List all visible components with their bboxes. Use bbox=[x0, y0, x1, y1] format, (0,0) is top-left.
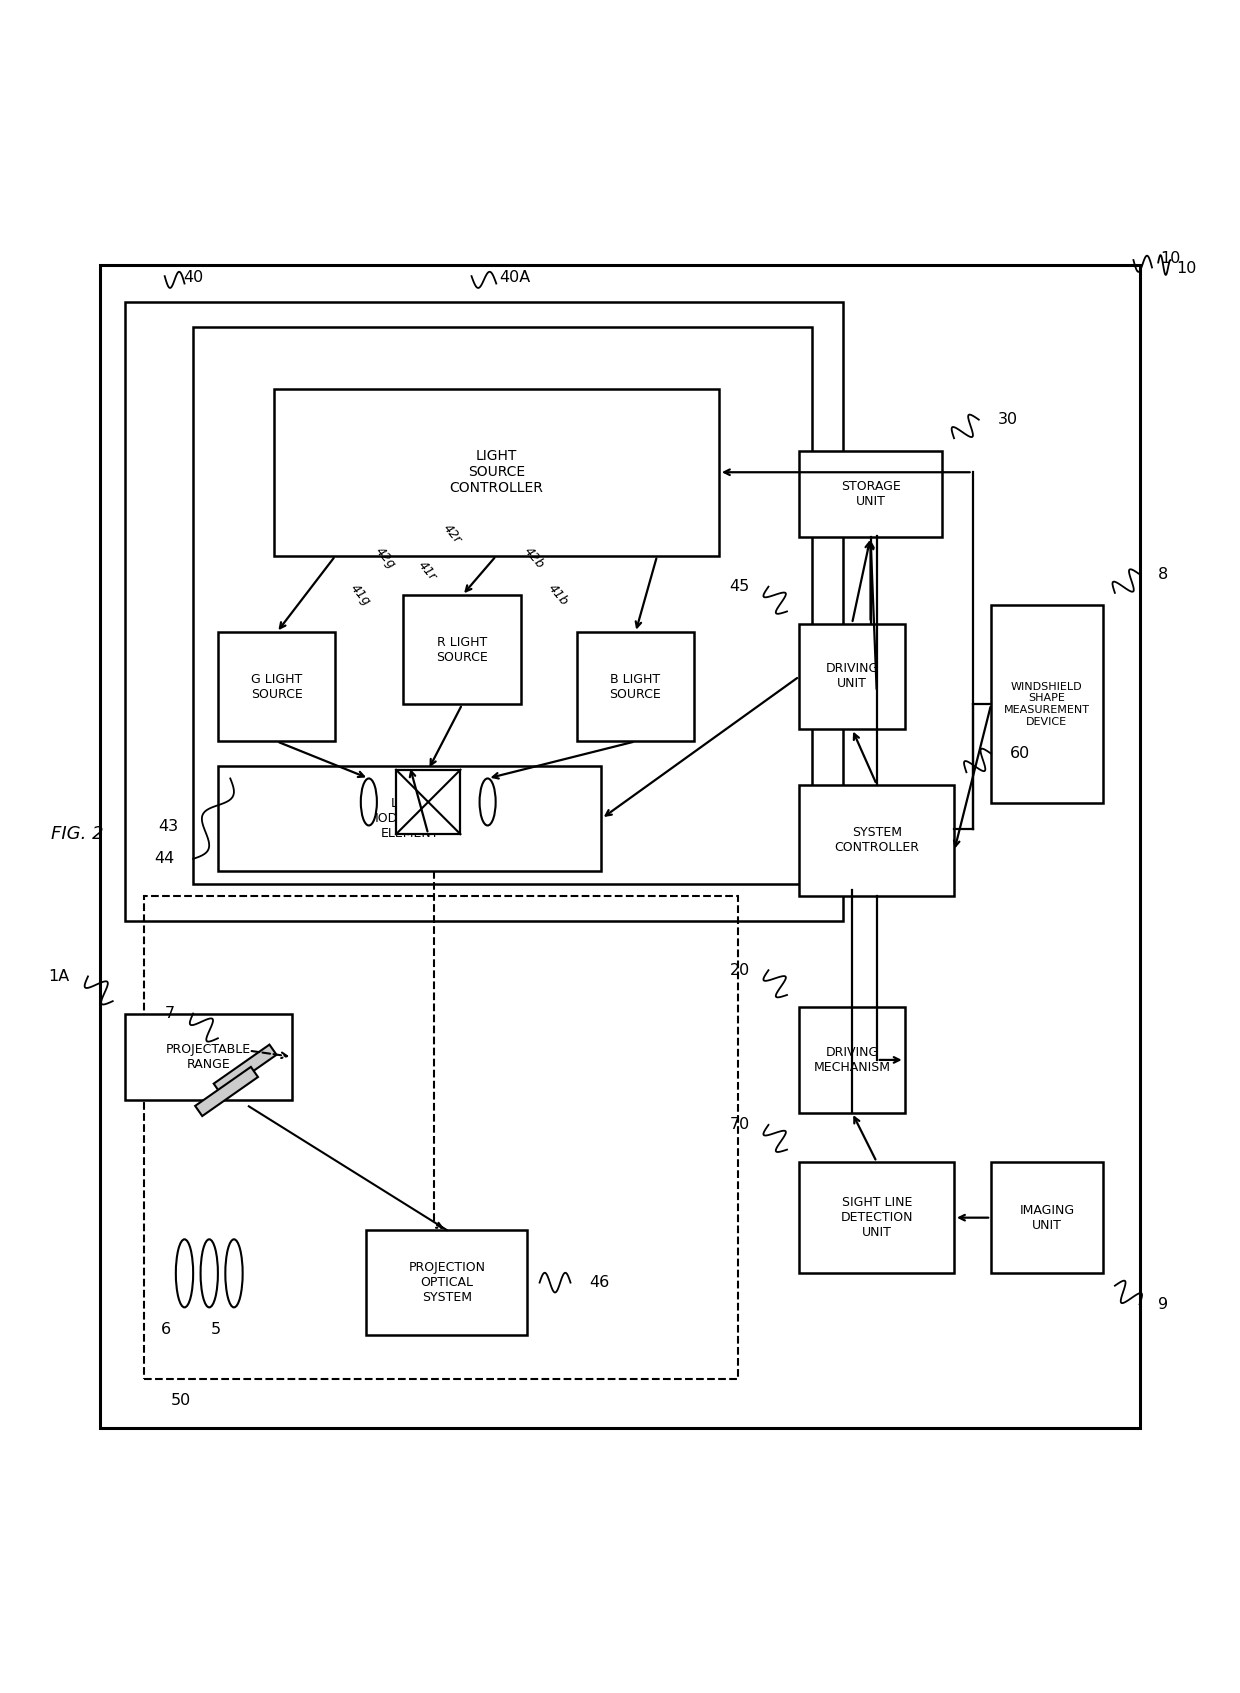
Bar bbox=[218, 765, 601, 872]
Bar bbox=[144, 896, 738, 1378]
Bar bbox=[991, 1161, 1102, 1273]
Text: 30: 30 bbox=[997, 411, 1018, 427]
Text: 41g: 41g bbox=[347, 582, 373, 609]
Bar bbox=[800, 1007, 904, 1112]
Text: 5: 5 bbox=[211, 1322, 221, 1337]
Polygon shape bbox=[213, 1045, 277, 1094]
Text: 7: 7 bbox=[165, 1006, 175, 1021]
Ellipse shape bbox=[480, 779, 496, 826]
Text: 50: 50 bbox=[171, 1393, 191, 1409]
Bar bbox=[991, 604, 1102, 802]
Text: 1A: 1A bbox=[48, 968, 69, 984]
Bar bbox=[366, 1231, 527, 1336]
Text: PROJECTION
OPTICAL
SYSTEM: PROJECTION OPTICAL SYSTEM bbox=[408, 1261, 485, 1304]
Text: 44: 44 bbox=[154, 852, 175, 867]
Bar bbox=[125, 301, 843, 921]
Ellipse shape bbox=[201, 1239, 218, 1307]
Text: LIGHT
MODULATION
ELEMENT: LIGHT MODULATION ELEMENT bbox=[367, 797, 453, 840]
Bar bbox=[100, 266, 1140, 1427]
Text: 60: 60 bbox=[1009, 747, 1030, 762]
Text: 46: 46 bbox=[589, 1275, 609, 1290]
Ellipse shape bbox=[226, 1239, 243, 1307]
Text: 42r: 42r bbox=[440, 521, 464, 545]
Text: STORAGE
UNIT: STORAGE UNIT bbox=[841, 479, 900, 508]
Text: 40A: 40A bbox=[500, 269, 531, 284]
Bar bbox=[125, 1014, 293, 1100]
Text: 41r: 41r bbox=[415, 559, 439, 582]
Bar bbox=[800, 1161, 954, 1273]
Text: 8: 8 bbox=[1158, 567, 1168, 582]
Text: 10: 10 bbox=[1161, 251, 1180, 266]
Text: 45: 45 bbox=[729, 579, 750, 594]
Text: DRIVING
UNIT: DRIVING UNIT bbox=[826, 662, 879, 691]
Text: G LIGHT
SOURCE: G LIGHT SOURCE bbox=[250, 672, 303, 701]
Text: 41b: 41b bbox=[546, 582, 572, 609]
Text: 40: 40 bbox=[184, 269, 203, 284]
Text: 42g: 42g bbox=[372, 545, 398, 572]
Text: LIGHT
SOURCE
CONTROLLER: LIGHT SOURCE CONTROLLER bbox=[449, 449, 543, 496]
Text: 43: 43 bbox=[159, 819, 179, 835]
Bar bbox=[274, 389, 719, 555]
Text: 70: 70 bbox=[729, 1117, 750, 1133]
Bar bbox=[218, 633, 336, 742]
Text: SYSTEM
CONTROLLER: SYSTEM CONTROLLER bbox=[835, 826, 919, 855]
Text: IMAGING
UNIT: IMAGING UNIT bbox=[1019, 1204, 1074, 1233]
Text: FIG. 2: FIG. 2 bbox=[51, 824, 103, 843]
Text: B LIGHT
SOURCE: B LIGHT SOURCE bbox=[610, 672, 661, 701]
Text: WINDSHIELD
SHAPE
MEASUREMENT
DEVICE: WINDSHIELD SHAPE MEASUREMENT DEVICE bbox=[1004, 682, 1090, 726]
Text: 6: 6 bbox=[161, 1322, 171, 1337]
Text: 42b: 42b bbox=[521, 545, 547, 572]
Text: 20: 20 bbox=[729, 963, 750, 979]
Text: 10: 10 bbox=[1177, 261, 1197, 276]
Text: SIGHT LINE
DETECTION
UNIT: SIGHT LINE DETECTION UNIT bbox=[841, 1197, 913, 1239]
Bar bbox=[396, 770, 460, 835]
Text: PROJECTABLE
RANGE: PROJECTABLE RANGE bbox=[166, 1043, 252, 1072]
Text: 9: 9 bbox=[1158, 1297, 1168, 1312]
Polygon shape bbox=[195, 1067, 258, 1116]
Ellipse shape bbox=[361, 779, 377, 826]
Bar bbox=[800, 623, 904, 730]
Bar bbox=[800, 784, 954, 896]
Bar bbox=[193, 327, 812, 884]
Text: R LIGHT
SOURCE: R LIGHT SOURCE bbox=[436, 637, 489, 664]
Bar bbox=[577, 633, 694, 742]
Text: DRIVING
MECHANISM: DRIVING MECHANISM bbox=[813, 1046, 890, 1073]
Ellipse shape bbox=[176, 1239, 193, 1307]
Bar bbox=[403, 596, 521, 704]
Bar bbox=[800, 450, 941, 537]
